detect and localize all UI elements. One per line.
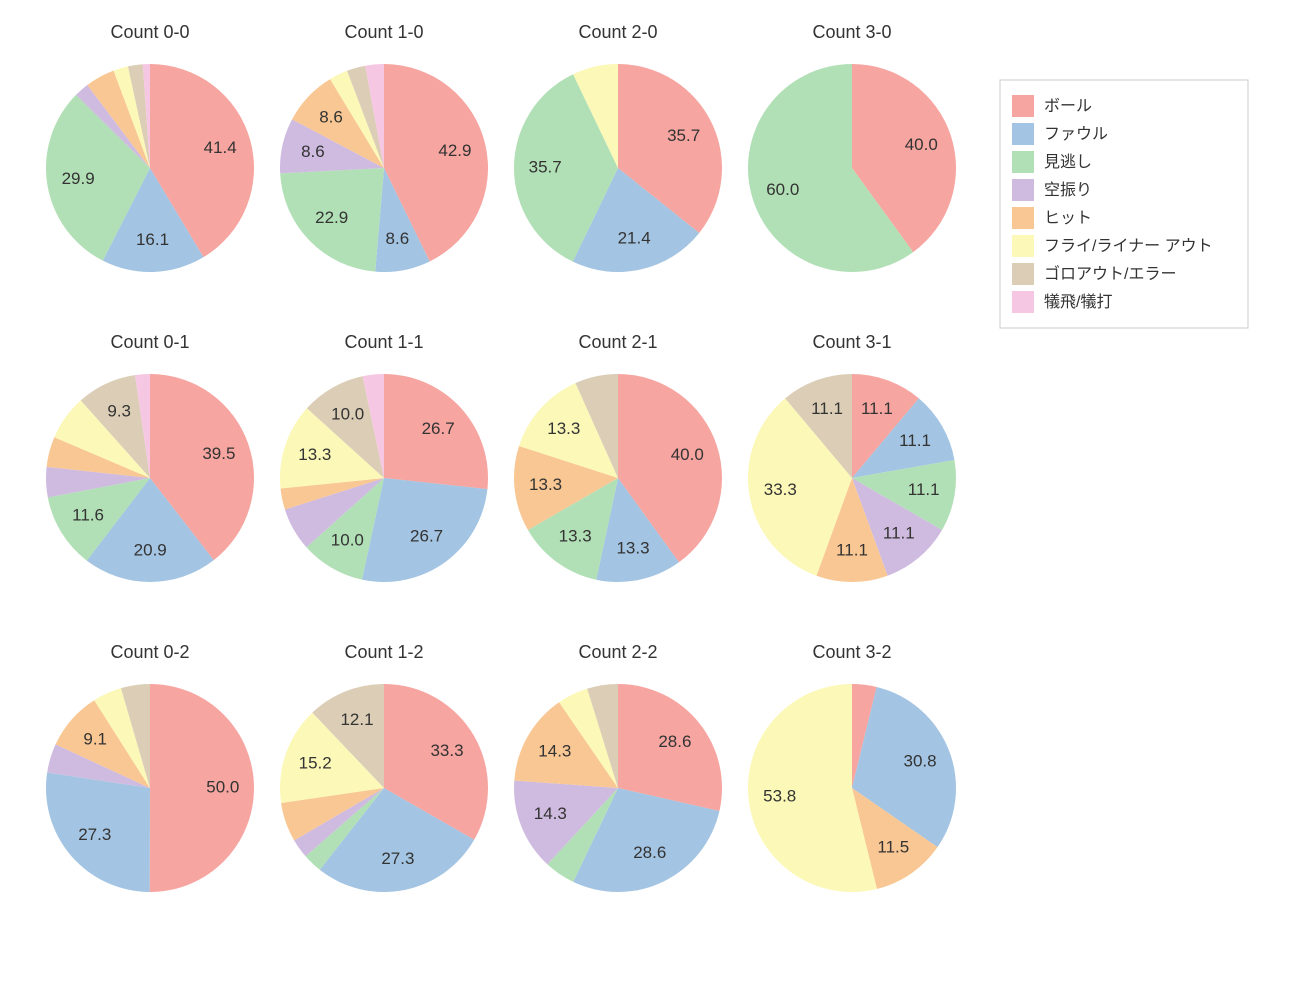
slice-label-ball: 50.0 <box>206 778 239 797</box>
slice-label-foul: 21.4 <box>618 228 651 247</box>
pie-title: Count 2-0 <box>578 22 657 42</box>
slice-label-hit: 11.1 <box>836 540 868 559</box>
slice-label-flyout: 15.2 <box>299 754 332 773</box>
slice-label-groundout: 11.1 <box>811 399 843 418</box>
slice-label-foul: 28.6 <box>633 843 666 862</box>
pie-title: Count 3-2 <box>812 642 891 662</box>
legend-swatch-ball <box>1012 95 1034 117</box>
slice-label-foul: 26.7 <box>410 527 443 546</box>
slice-label-looking: 10.0 <box>331 530 364 549</box>
legend-swatch-sac <box>1012 291 1034 313</box>
legend-swatch-flyout <box>1012 235 1034 257</box>
legend-swatch-looking <box>1012 151 1034 173</box>
slice-label-ball: 39.5 <box>202 444 235 463</box>
pie-title: Count 2-2 <box>578 642 657 662</box>
legend-label-looking: 見逃し <box>1044 153 1092 171</box>
slice-label-foul: 11.1 <box>899 431 931 450</box>
slice-label-hit: 8.6 <box>319 108 343 127</box>
slice-label-foul: 13.3 <box>616 539 649 558</box>
slice-label-ball: 28.6 <box>658 732 691 751</box>
slice-label-swinging: 8.6 <box>301 142 325 161</box>
slice-label-looking: 60.0 <box>766 180 799 199</box>
slice-label-flyout: 33.3 <box>764 480 797 499</box>
slice-label-foul: 8.6 <box>386 229 410 248</box>
slice-label-hit: 14.3 <box>538 741 571 760</box>
pie-title: Count 1-2 <box>344 642 423 662</box>
pie-title: Count 0-1 <box>110 332 189 352</box>
slice-label-groundout: 9.3 <box>107 402 131 421</box>
slice-label-foul: 16.1 <box>136 230 169 249</box>
legend-swatch-hit <box>1012 207 1034 229</box>
pie-title: Count 0-2 <box>110 642 189 662</box>
slice-label-groundout: 12.1 <box>340 710 373 729</box>
pie-title: Count 3-0 <box>812 22 891 42</box>
legend-label-sac: 犠飛/犠打 <box>1044 293 1112 311</box>
pie-title: Count 1-1 <box>344 332 423 352</box>
slice-label-ball: 33.3 <box>430 741 463 760</box>
slice-label-flyout: 13.3 <box>547 419 580 438</box>
chart-canvas: Count 0-0 41.4 16.1 29.9 Count 1-0 42.9 8.6 22.… <box>0 0 1300 1000</box>
slice-label-foul: 27.3 <box>381 849 414 868</box>
legend-label-hit: ヒット <box>1044 210 1092 227</box>
legend-label-ball: ボール <box>1044 97 1092 115</box>
legend-swatch-swinging <box>1012 179 1034 201</box>
chart-root: Count 0-0 41.4 16.1 29.9 Count 1-0 42.9 8.6 22.… <box>0 0 1300 1000</box>
legend-label-swinging: 空振り <box>1044 181 1092 199</box>
slice-label-hit: 9.1 <box>83 730 107 749</box>
slice-label-ball: 42.9 <box>438 141 471 160</box>
slice-label-foul: 20.9 <box>134 540 167 559</box>
pie-title: Count 0-0 <box>110 22 189 42</box>
slice-label-ball: 41.4 <box>204 138 237 157</box>
slice-label-looking: 29.9 <box>62 169 95 188</box>
legend-swatch-foul <box>1012 123 1034 145</box>
slice-label-swinging: 11.1 <box>883 523 915 542</box>
slice-label-hit: 11.5 <box>877 837 909 856</box>
slice-label-groundout: 10.0 <box>331 404 364 423</box>
pie-title: Count 1-0 <box>344 22 423 42</box>
slice-label-flyout: 13.3 <box>298 445 331 464</box>
slice-label-looking: 11.6 <box>72 506 104 525</box>
slice-label-ball: 40.0 <box>905 135 938 154</box>
slice-label-ball: 35.7 <box>667 126 700 145</box>
legend-label-foul: ファウル <box>1044 125 1108 143</box>
slice-label-foul: 30.8 <box>904 752 937 771</box>
slice-label-hit: 13.3 <box>529 475 562 494</box>
slice-label-looking: 13.3 <box>559 526 592 545</box>
legend-swatch-groundout <box>1012 263 1034 285</box>
slice-label-foul: 27.3 <box>78 825 111 844</box>
slice-label-looking: 22.9 <box>315 208 348 227</box>
slice-label-looking: 35.7 <box>529 157 562 176</box>
pie-title: Count 2-1 <box>578 332 657 352</box>
slice-label-ball: 40.0 <box>671 445 704 464</box>
slice-label-flyout: 53.8 <box>763 786 796 805</box>
slice-label-looking: 11.1 <box>908 480 940 499</box>
legend-label-groundout: ゴロアウト/エラー <box>1044 264 1176 283</box>
slice-label-ball: 11.1 <box>861 399 893 418</box>
slice-label-ball: 26.7 <box>422 419 455 438</box>
legend-label-flyout: フライ/ライナー アウト <box>1044 237 1213 255</box>
pie-title: Count 3-1 <box>812 332 891 352</box>
slice-label-swinging: 14.3 <box>534 804 567 823</box>
